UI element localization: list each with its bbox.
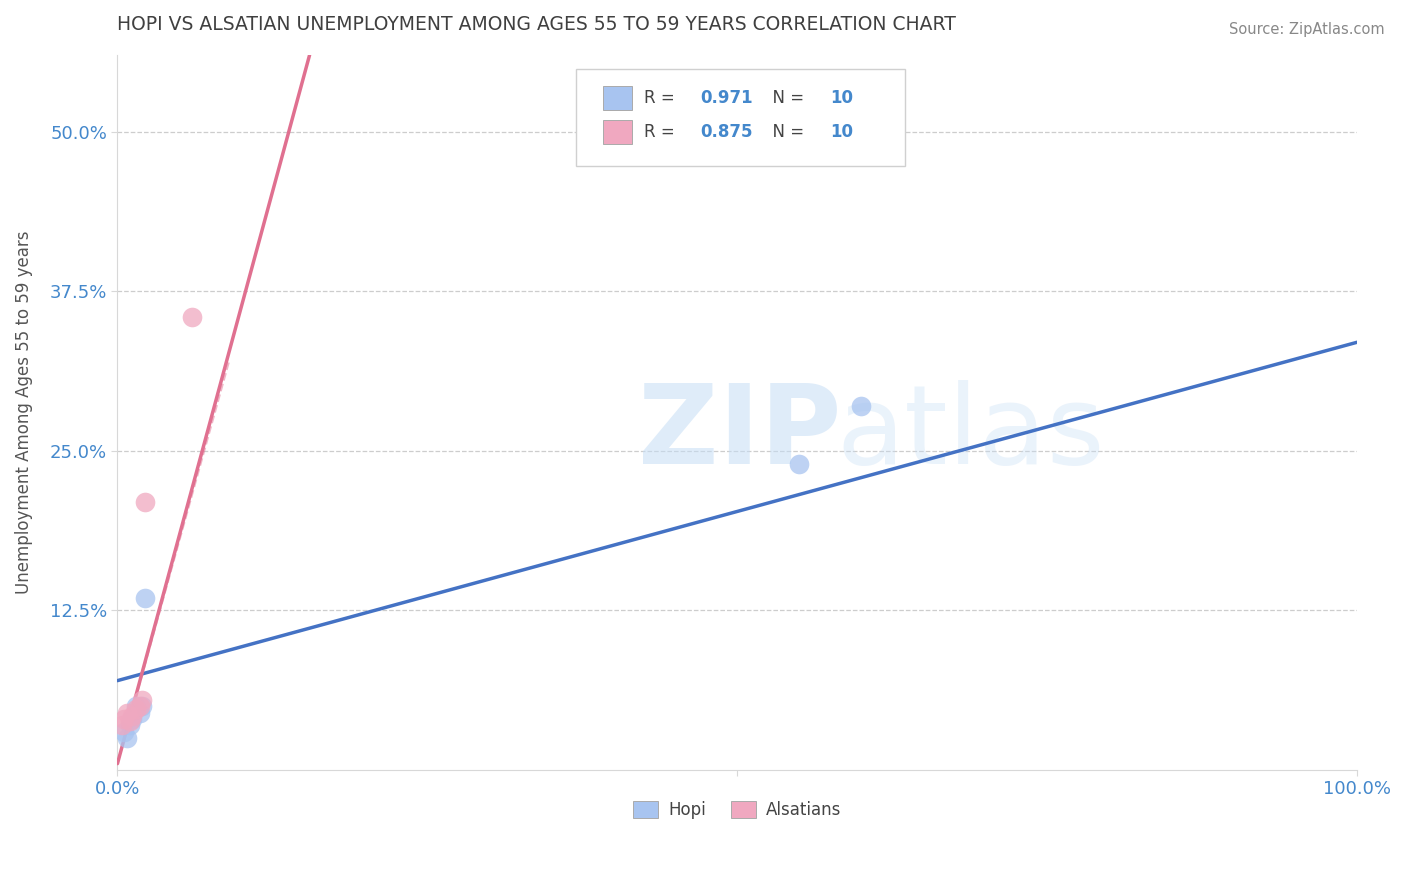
Point xyxy=(134,591,156,605)
Point xyxy=(121,712,143,726)
FancyBboxPatch shape xyxy=(603,87,631,110)
Point xyxy=(117,731,139,745)
Point xyxy=(121,709,143,723)
Point xyxy=(128,699,150,714)
Point xyxy=(131,693,153,707)
Point xyxy=(134,495,156,509)
Point xyxy=(787,457,810,471)
Text: R =: R = xyxy=(644,89,681,107)
FancyBboxPatch shape xyxy=(603,120,631,144)
Text: Source: ZipAtlas.com: Source: ZipAtlas.com xyxy=(1229,22,1385,37)
Point xyxy=(118,714,141,729)
Point xyxy=(117,706,139,720)
Text: 10: 10 xyxy=(831,89,853,107)
Point xyxy=(131,699,153,714)
Point xyxy=(125,699,148,714)
Y-axis label: Unemployment Among Ages 55 to 59 years: Unemployment Among Ages 55 to 59 years xyxy=(15,231,32,594)
Point xyxy=(112,724,135,739)
Text: ZIP: ZIP xyxy=(638,381,841,487)
Point xyxy=(125,702,148,716)
Text: 0.875: 0.875 xyxy=(700,123,752,141)
Point xyxy=(851,399,873,413)
Point xyxy=(128,706,150,720)
Point xyxy=(112,712,135,726)
Text: R =: R = xyxy=(644,123,681,141)
Point xyxy=(118,718,141,732)
Text: N =: N = xyxy=(762,123,810,141)
FancyBboxPatch shape xyxy=(576,70,904,166)
Point xyxy=(180,310,202,324)
Text: 10: 10 xyxy=(831,123,853,141)
Text: 0.971: 0.971 xyxy=(700,89,752,107)
Text: HOPI VS ALSATIAN UNEMPLOYMENT AMONG AGES 55 TO 59 YEARS CORRELATION CHART: HOPI VS ALSATIAN UNEMPLOYMENT AMONG AGES… xyxy=(118,15,956,34)
Legend: Hopi, Alsatians: Hopi, Alsatians xyxy=(627,795,848,826)
Text: N =: N = xyxy=(762,89,810,107)
Point xyxy=(111,718,134,732)
Text: atlas: atlas xyxy=(837,381,1105,487)
